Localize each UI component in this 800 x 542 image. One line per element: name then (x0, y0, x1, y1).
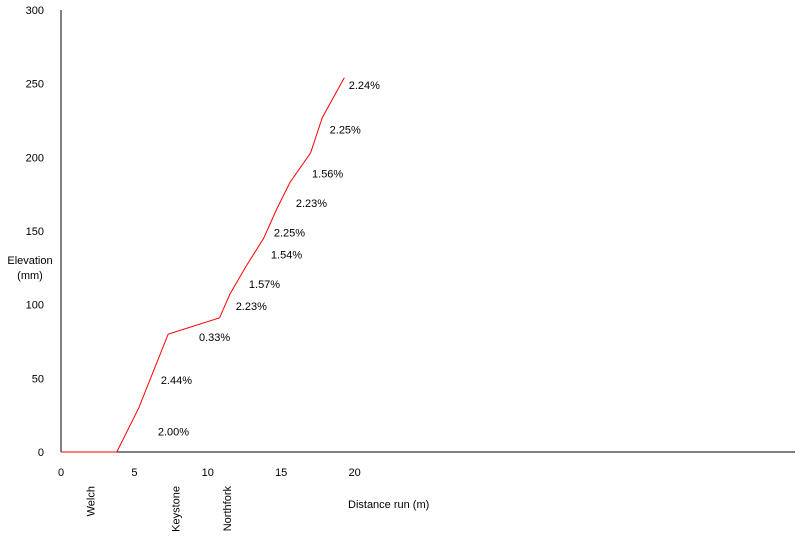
grade-label: 2.25% (330, 124, 361, 136)
x-tick-label: 20 (348, 467, 360, 479)
grade-label: 1.57% (249, 279, 280, 291)
y-tick-label: 150 (26, 226, 44, 238)
station-label: Keystone (171, 486, 183, 532)
grade-annotations: 2.00% 2.44% 0.33% 2.23% 1.57% 1.54% 2.25% 2.23%… (158, 80, 380, 438)
grade-label: 2.00% (158, 426, 189, 438)
x-tick-label: 5 (131, 467, 137, 479)
y-tick-label: 200 (26, 152, 44, 164)
x-axis-ticks: 0 5 10 15 20 (58, 467, 361, 479)
x-tick-label: 15 (275, 467, 287, 479)
y-tick-label: 50 (32, 373, 44, 385)
x-tick-label: 10 (202, 467, 214, 479)
x-tick-label: 0 (58, 467, 64, 479)
y-axis-label-line-1: Elevation (7, 255, 52, 267)
elevation-series-line (61, 77, 345, 453)
grade-label: 1.54% (271, 250, 302, 262)
y-tick-label: 250 (26, 79, 44, 91)
station-labels: Welch Keystone Northfork (85, 486, 234, 532)
grade-label: 2.44% (161, 375, 192, 387)
grade-label: 2.23% (296, 198, 327, 210)
grade-label: 2.25% (274, 227, 305, 239)
series-group (61, 77, 345, 453)
station-label: Northfork (222, 486, 234, 532)
y-tick-label: 100 (26, 300, 44, 312)
station-label: Welch (85, 486, 97, 516)
y-axis-label-line-2: (mm) (17, 270, 43, 282)
grade-label: 0.33% (199, 332, 230, 344)
y-tick-label: 0 (38, 447, 44, 459)
grade-label: 1.56% (312, 169, 343, 181)
y-tick-label: 300 (26, 5, 44, 17)
y-axis-ticks: 0 50 100 150 200 250 300 (26, 5, 44, 459)
grade-label: 2.23% (236, 301, 267, 313)
grade-label: 2.24% (349, 80, 380, 92)
x-axis-label: Distance run (m) (348, 499, 429, 511)
